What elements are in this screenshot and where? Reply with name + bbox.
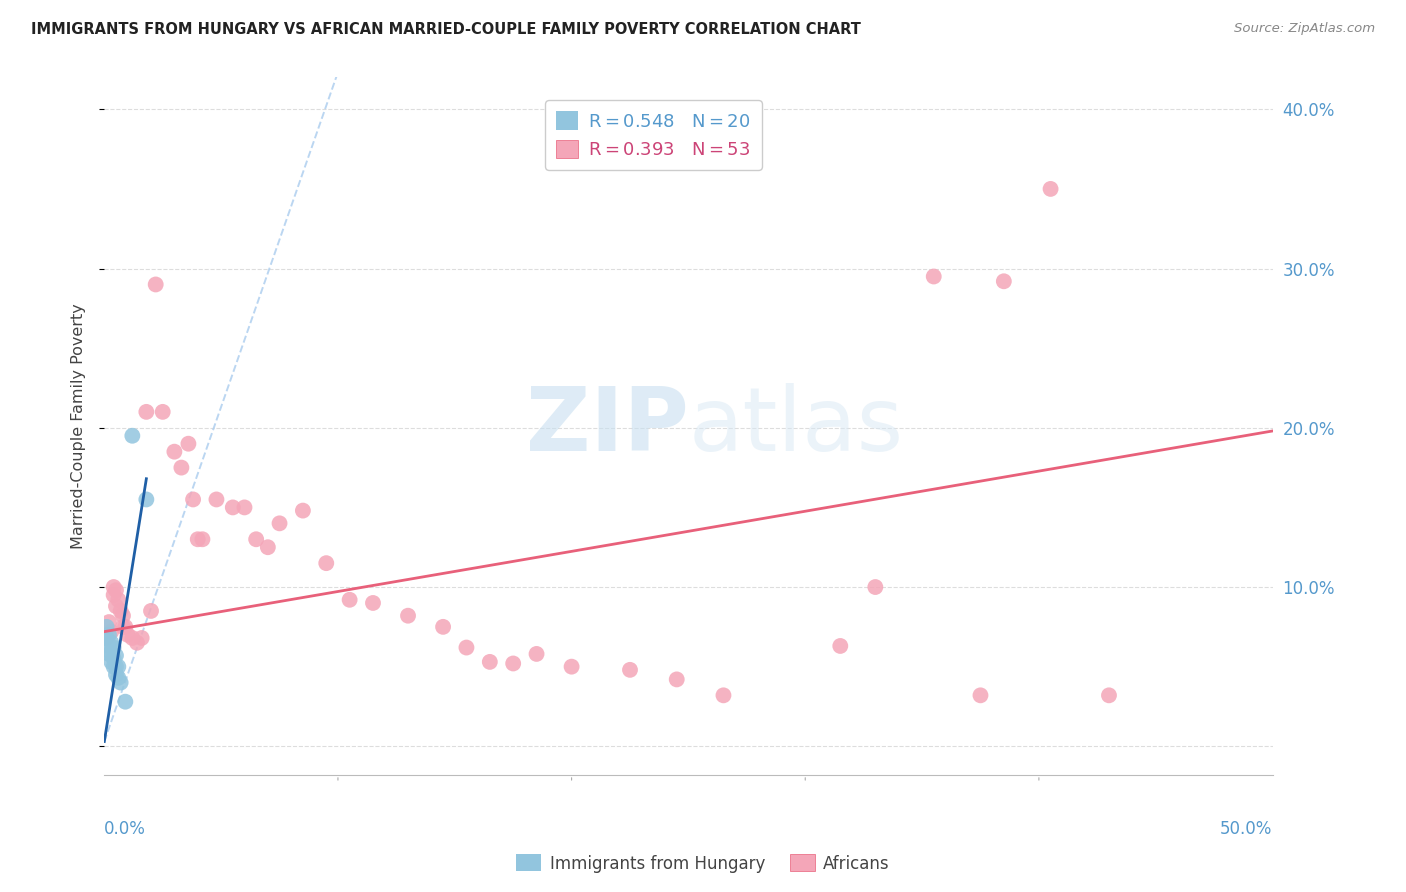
Point	[561, 659, 583, 673]
Point	[665, 673, 688, 687]
Point	[969, 689, 991, 703]
Point	[96, 631, 118, 645]
Point	[100, 636, 122, 650]
Point	[104, 667, 127, 681]
Point	[103, 659, 125, 673]
Point	[163, 444, 186, 458]
Text: IMMIGRANTS FROM HUNGARY VS AFRICAN MARRIED-COUPLE FAMILY POVERTY CORRELATION CHA: IMMIGRANTS FROM HUNGARY VS AFRICAN MARRI…	[31, 22, 860, 37]
Point	[107, 671, 129, 685]
Point	[187, 533, 209, 547]
Point	[478, 655, 501, 669]
Point	[104, 583, 127, 598]
Text: Source: ZipAtlas.com: Source: ZipAtlas.com	[1234, 22, 1375, 36]
Point	[121, 631, 143, 645]
Point	[131, 631, 153, 645]
Point	[432, 620, 454, 634]
Point	[98, 639, 121, 653]
Point	[713, 689, 735, 703]
Point	[139, 604, 162, 618]
Point	[456, 640, 478, 655]
Point	[103, 588, 125, 602]
Point	[830, 639, 852, 653]
Point	[117, 628, 139, 642]
Point	[135, 492, 157, 507]
Point	[114, 695, 136, 709]
Legend: Immigrants from Hungary, Africans: Immigrants from Hungary, Africans	[509, 847, 897, 880]
Point	[110, 675, 132, 690]
Point	[1039, 182, 1062, 196]
Point	[121, 429, 143, 443]
Point	[1098, 689, 1121, 703]
Point	[98, 628, 121, 642]
Point	[114, 620, 136, 634]
Point	[104, 599, 127, 614]
Point	[100, 624, 122, 639]
Point	[110, 604, 132, 618]
Point	[96, 631, 118, 645]
Point	[103, 580, 125, 594]
Text: 0.0%: 0.0%	[104, 820, 146, 838]
Point	[96, 620, 118, 634]
Point	[98, 615, 121, 629]
Text: 50.0%: 50.0%	[1220, 820, 1272, 838]
Point	[922, 269, 945, 284]
Point	[619, 663, 641, 677]
Point	[104, 648, 127, 663]
Point	[177, 436, 200, 450]
Point	[233, 500, 256, 515]
Point	[269, 516, 291, 531]
Point	[145, 277, 167, 292]
Y-axis label: Married-Couple Family Poverty: Married-Couple Family Poverty	[72, 303, 86, 549]
Point	[152, 405, 174, 419]
Point	[103, 651, 125, 665]
Point	[111, 608, 134, 623]
Point	[339, 592, 361, 607]
Point	[103, 640, 125, 655]
Point	[993, 274, 1015, 288]
Point	[205, 492, 228, 507]
Point	[104, 659, 127, 673]
Text: ZIP: ZIP	[526, 383, 689, 470]
Point	[526, 647, 548, 661]
Point	[191, 533, 214, 547]
Point	[245, 533, 267, 547]
Point	[361, 596, 384, 610]
Point	[135, 405, 157, 419]
Point	[396, 608, 419, 623]
Point	[257, 540, 280, 554]
Text: atlas: atlas	[689, 383, 904, 470]
Point	[107, 592, 129, 607]
Point	[315, 556, 337, 570]
Point	[181, 492, 204, 507]
Point	[107, 659, 129, 673]
Point	[291, 503, 314, 517]
Point	[111, 620, 134, 634]
Point	[222, 500, 245, 515]
Point	[98, 647, 121, 661]
Point	[502, 657, 524, 671]
Legend: $\mathregular{R = 0.548}$   $\mathregular{N = 20}$, $\mathregular{R = 0.393}$   : $\mathregular{R = 0.548}$ $\mathregular{…	[546, 101, 762, 169]
Point	[865, 580, 887, 594]
Point	[100, 655, 122, 669]
Point	[170, 460, 193, 475]
Point	[100, 647, 122, 661]
Point	[125, 636, 148, 650]
